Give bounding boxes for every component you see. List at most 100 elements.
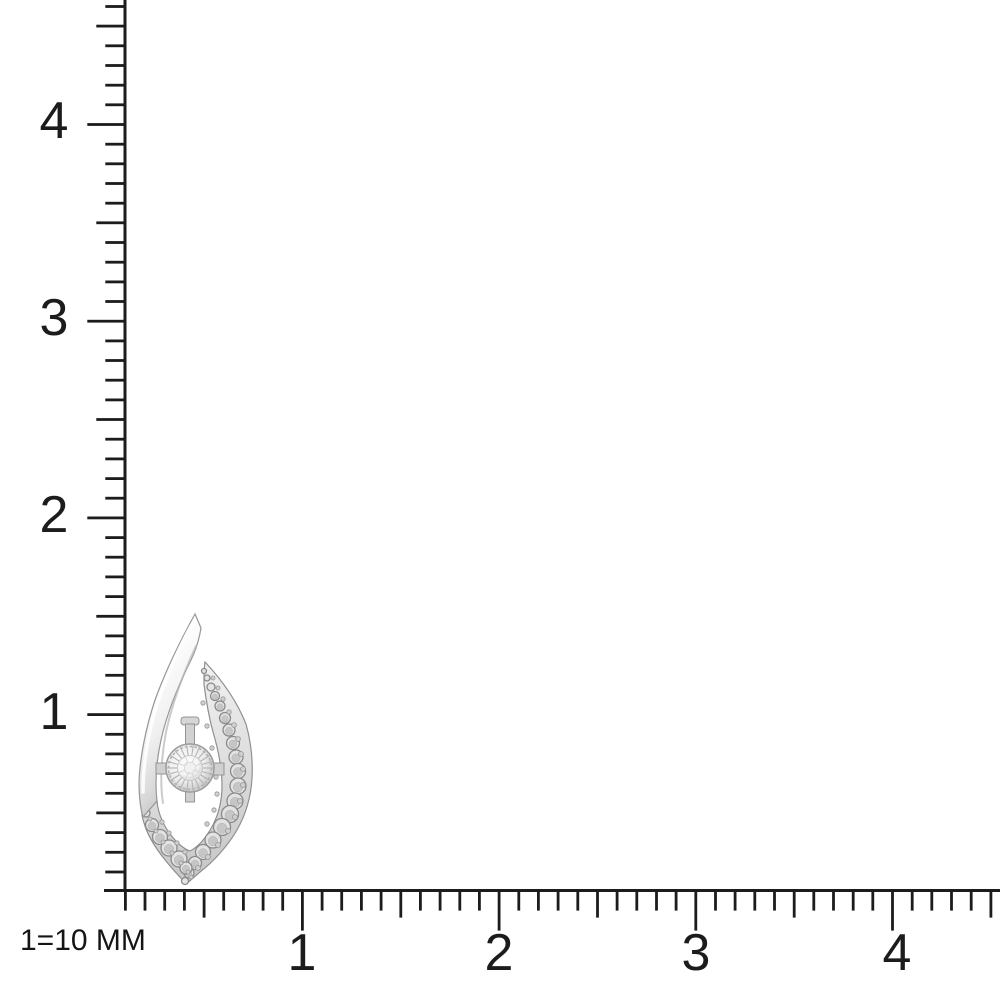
horizontal-ruler-ticks (124, 889, 993, 931)
horizontal-ruler-tick (969, 889, 973, 911)
bead-bezel (203, 674, 211, 682)
bead-bezel (206, 682, 216, 692)
vertical-ruler-tick (105, 398, 127, 402)
milgrain-bead (178, 860, 184, 866)
vertical-ruler-tick (96, 418, 127, 421)
horizontal-ruler-tick (733, 889, 737, 911)
horizontal-ruler-tick (222, 889, 226, 911)
vertical-ruler-tick (105, 83, 127, 87)
horizontal-ruler-label-4: 4 (883, 924, 912, 982)
bead-bezel (200, 667, 208, 675)
horizontal-ruler-tick (753, 889, 757, 911)
pendant-band-shade (160, 645, 197, 804)
bead-bezel-recess (231, 753, 241, 763)
milgrain-bead (185, 869, 191, 875)
milgrain-bead (240, 766, 246, 772)
milgrain-bead (160, 839, 166, 845)
vertical-ruler-tick (105, 300, 127, 303)
vertical-ruler-tick (105, 457, 127, 461)
horizontal-ruler-tick (458, 889, 462, 911)
mount-top-post (185, 723, 195, 747)
horizontal-ruler-label-2: 2 (485, 924, 514, 982)
vertical-ruler-tick (105, 831, 127, 834)
milgrain-bead (204, 821, 210, 827)
horizontal-ruler-tick (950, 889, 953, 911)
vertical-ruler-tick (105, 201, 127, 205)
horizontal-ruler-tick (674, 889, 678, 911)
vertical-ruler-tick (105, 555, 127, 559)
milgrain-bead (237, 798, 243, 804)
vertical-ruler-tick (105, 752, 127, 756)
vertical-ruler-tick (105, 575, 127, 579)
vertical-ruler-line (123, 0, 127, 892)
horizontal-ruler-tick (635, 889, 639, 911)
pendant-photo (138, 612, 253, 886)
bead-bezel-recess (212, 693, 218, 700)
milgrain-bead (238, 751, 244, 757)
vertical-ruler-tick (105, 142, 127, 146)
milgrain-bead (204, 723, 210, 729)
horizontal-ruler-tick (320, 889, 324, 911)
horizontal-ruler-tick (438, 889, 442, 911)
horizontal-ruler-tick (517, 889, 521, 911)
milgrain-bead (215, 842, 221, 848)
horizontal-ruler-tick (497, 889, 501, 931)
bead-bezel-recess (228, 739, 238, 749)
diamond-fleck-warm (192, 769, 196, 773)
milgrain-bead (209, 745, 215, 751)
vertical-ruler-ticks (87, 5, 127, 874)
milgrain-bead (231, 722, 237, 728)
horizontal-ruler-tick (773, 889, 776, 911)
milgrain-bead (195, 865, 201, 871)
vertical-ruler-tick (105, 693, 127, 697)
vertical-ruler-tick (105, 437, 127, 441)
bead-bezel (180, 876, 190, 886)
vertical-ruler-tick (96, 811, 127, 815)
vertical-ruler-label-2: 2 (40, 486, 69, 544)
milgrain-bead (153, 828, 159, 834)
vertical-ruler-tick (105, 595, 127, 598)
milgrain-bead (210, 675, 216, 681)
milgrain-bead (240, 782, 246, 788)
vertical-ruler-tick (105, 339, 127, 343)
milgrain-bead (225, 828, 231, 834)
vertical-ruler-tick (105, 732, 127, 736)
horizontal-ruler-tick (615, 889, 619, 911)
milgrain-bead (169, 850, 175, 856)
vertical-ruler: 4 3 2 1 (40, 0, 127, 892)
horizontal-ruler-tick (399, 889, 403, 918)
vertical-ruler-label-3: 3 (40, 289, 69, 347)
pendant-left-band (138, 612, 202, 819)
horizontal-ruler-tick (832, 889, 835, 911)
horizontal-ruler-tick (910, 889, 914, 911)
pendant-band-highlight (141, 624, 193, 794)
horizontal-ruler-tick (694, 889, 698, 931)
vertical-ruler-tick (105, 5, 127, 8)
vertical-ruler-tick (105, 673, 127, 677)
horizontal-ruler-tick (301, 889, 304, 931)
milgrain-bead (235, 736, 241, 742)
vertical-ruler-tick (105, 359, 127, 362)
bead-bezel-recess (216, 703, 224, 710)
diamond-fleck-blue (184, 762, 188, 766)
milgrain-bead (205, 854, 211, 860)
bead-bezel-recess (221, 715, 229, 723)
vertical-ruler-tick (105, 280, 127, 284)
horizontal-ruler-tick (183, 889, 186, 911)
vertical-ruler-tick (105, 260, 127, 264)
vertical-ruler-tick (105, 103, 127, 107)
vertical-ruler-tick (105, 496, 127, 500)
vertical-ruler-tick (105, 850, 127, 854)
vertical-ruler-tick (105, 870, 127, 874)
vertical-ruler-tick (105, 162, 127, 166)
horizontal-ruler-tick (596, 889, 599, 918)
horizontal-ruler-tick (143, 889, 147, 911)
horizontal-ruler-tick (281, 889, 285, 911)
vertical-ruler-tick (105, 182, 127, 185)
vertical-ruler-tick (105, 44, 127, 48)
horizontal-ruler-tick (989, 889, 993, 918)
vertical-ruler-tick (105, 378, 127, 382)
milgrain-bead (182, 849, 188, 855)
bead-bezel-recess (147, 821, 157, 831)
